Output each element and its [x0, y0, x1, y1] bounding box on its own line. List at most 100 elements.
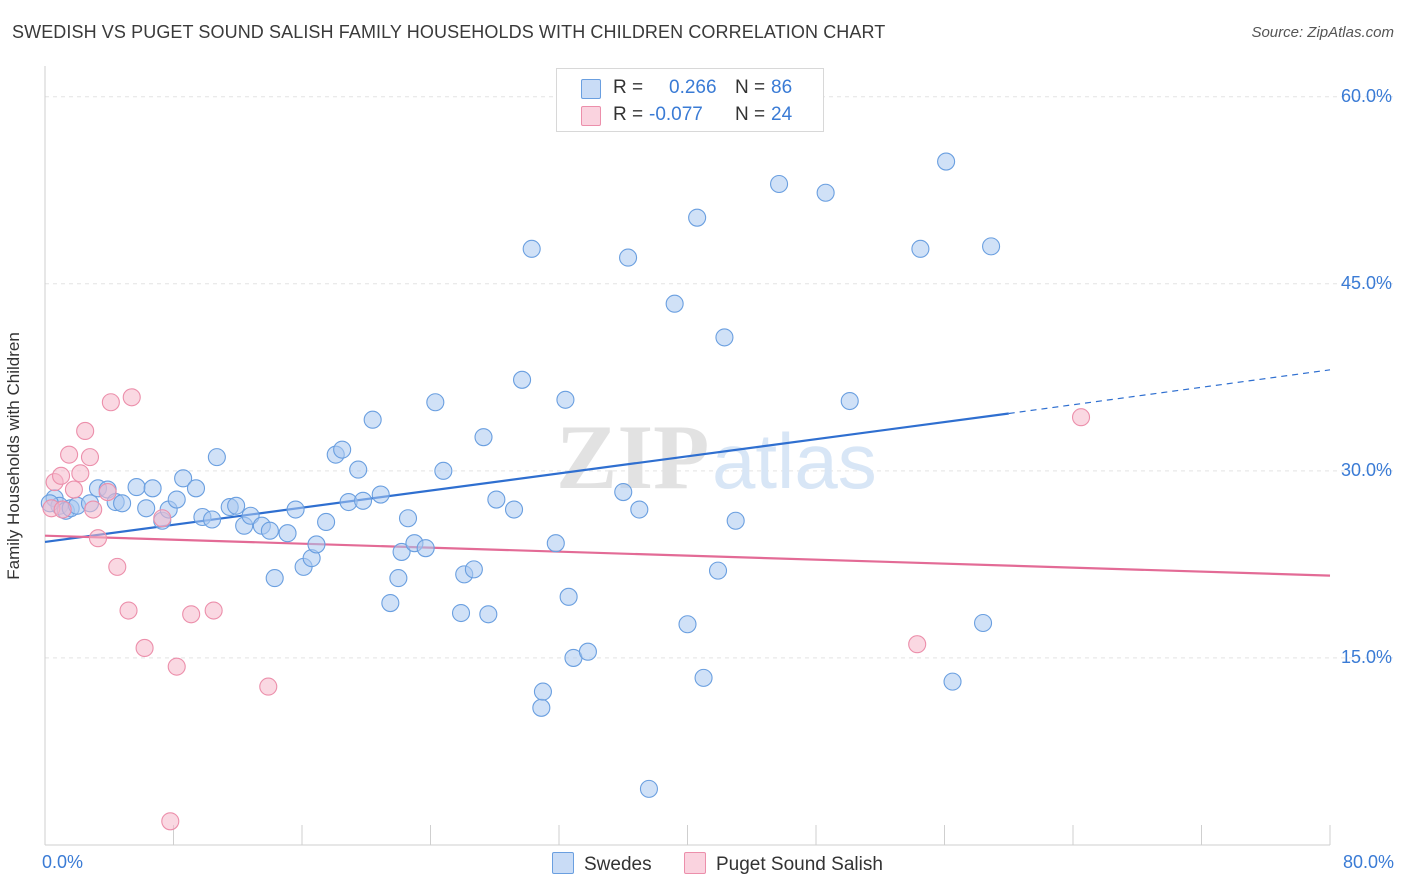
bottom-legend-swatch-swedes — [552, 852, 574, 874]
point-swedes — [532, 698, 551, 717]
point-swedes — [513, 370, 532, 389]
y-tick-label: 15.0% — [1340, 646, 1392, 667]
point-swedes — [389, 569, 408, 588]
y-tick-label: 30.0% — [1340, 459, 1392, 480]
point-swedes — [504, 500, 524, 519]
point-swedes — [137, 499, 156, 518]
x-tick-label-min: 0.0% — [42, 852, 84, 872]
point-swedes — [639, 779, 659, 798]
point-swedes — [260, 521, 279, 540]
point-swedes — [207, 448, 226, 467]
point-swedes — [167, 490, 186, 509]
point-salish — [71, 464, 90, 483]
chart-title: SWEDISH VS PUGET SOUND SALISH FAMILY HOU… — [12, 22, 886, 42]
point-salish — [135, 638, 154, 657]
axes — [44, 66, 1331, 846]
legend-r-label: R = — [613, 77, 644, 98]
point-swedes — [392, 542, 411, 561]
point-swedes — [286, 500, 305, 519]
point-swedes — [619, 248, 638, 267]
point-swedes — [426, 393, 445, 412]
point-swedes — [113, 494, 132, 513]
bottom-legend-label-swedes: Swedes — [584, 854, 652, 875]
point-salish — [76, 421, 95, 440]
point-swedes — [434, 461, 453, 480]
source-label: Source: ZipAtlas.com — [1251, 24, 1394, 41]
y-tick-label: 60.0% — [1340, 85, 1392, 106]
point-salish — [108, 557, 127, 576]
point-salish — [64, 480, 83, 499]
point-swedes — [353, 491, 373, 510]
point-swedes — [715, 328, 734, 347]
point-swedes — [474, 428, 493, 447]
point-swedes — [398, 509, 418, 528]
point-swedes — [533, 682, 552, 701]
legend-n-value: 24 — [771, 104, 793, 125]
point-swedes — [479, 605, 498, 624]
point-swedes — [937, 152, 956, 171]
point-swedes — [349, 460, 368, 479]
trendline-swedes-extension — [1008, 369, 1331, 415]
point-swedes — [982, 237, 1001, 256]
point-salish — [161, 812, 180, 831]
point-swedes — [371, 485, 390, 504]
point-salish — [153, 509, 172, 528]
point-salish — [84, 500, 103, 519]
point-swedes — [203, 510, 222, 529]
point-swedes — [174, 469, 193, 488]
correlation-legend: R = 0.266 N = 86 R = -0.077 N = 24 — [556, 68, 824, 132]
point-salish — [98, 483, 117, 502]
point-swedes — [816, 183, 835, 202]
y-tick-label: 45.0% — [1340, 272, 1392, 293]
legend-n-value: 86 — [771, 77, 793, 98]
bottom-legend-label-salish: Puget Sound Salish — [716, 854, 883, 875]
bottom-legend-swatch-salish — [684, 852, 706, 874]
point-salish — [80, 448, 100, 467]
point-swedes — [911, 239, 930, 258]
point-swedes — [665, 294, 684, 313]
bottom-legend-salish: Puget Sound Salish — [684, 852, 883, 876]
point-swedes — [556, 390, 575, 409]
x-tick-label-max: 80.0% — [1342, 852, 1394, 872]
point-swedes — [522, 239, 541, 258]
bottom-legend-swedes: Swedes — [552, 852, 652, 876]
point-salish — [1071, 408, 1091, 427]
point-swedes — [333, 440, 352, 459]
point-swedes — [770, 174, 789, 194]
point-swedes — [943, 672, 962, 691]
point-swedes — [726, 511, 745, 530]
trendline-salish — [44, 534, 1331, 577]
legend-n-label: N = — [735, 104, 766, 125]
y-axis-label: Family Households with Children — [4, 332, 23, 580]
point-salish — [204, 601, 223, 620]
point-swedes — [363, 410, 382, 429]
point-salish — [182, 605, 201, 624]
point-salish — [167, 657, 186, 676]
point-swedes — [317, 512, 336, 532]
point-salish — [88, 529, 108, 548]
watermark-atlas: atlas — [712, 417, 877, 505]
point-swedes — [487, 490, 506, 509]
point-swedes — [688, 208, 707, 227]
legend-r-label: R = — [613, 104, 644, 125]
point-salish — [52, 466, 71, 485]
point-swedes — [546, 534, 565, 553]
point-salish — [60, 445, 79, 464]
point-salish — [53, 500, 72, 519]
point-swedes — [416, 539, 435, 558]
point-swedes — [973, 613, 993, 633]
point-swedes — [381, 594, 400, 613]
point-swedes — [840, 391, 859, 411]
legend-swatch-salish — [581, 106, 601, 126]
point-swedes — [278, 524, 297, 543]
point-swedes — [678, 615, 697, 634]
point-salish — [259, 677, 278, 696]
legend-r-value: 0.266 — [669, 77, 717, 98]
point-swedes — [265, 569, 284, 588]
point-swedes — [451, 603, 471, 623]
point-swedes — [559, 587, 578, 606]
point-salish — [122, 388, 141, 407]
point-swedes — [630, 500, 649, 519]
point-swedes — [307, 535, 326, 554]
